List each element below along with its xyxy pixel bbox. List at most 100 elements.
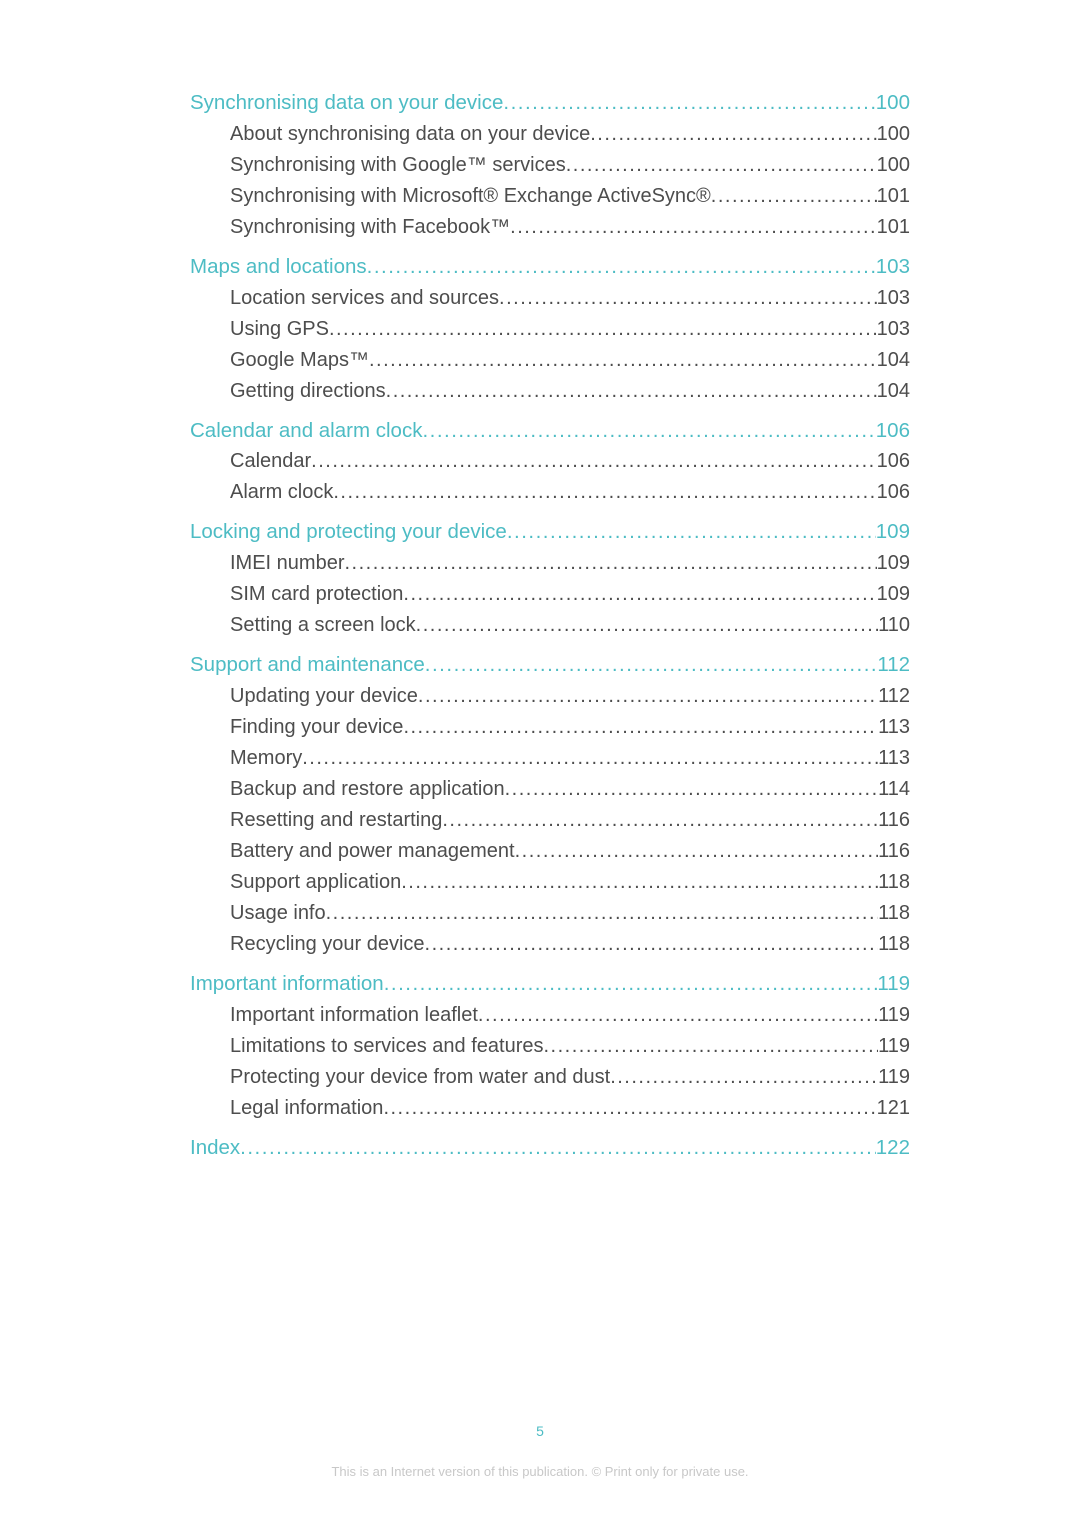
toc-leader-dots: ........................................… xyxy=(442,805,878,836)
toc-section: Synchronising data on your device.......… xyxy=(190,87,910,243)
toc-sub-label: Battery and power management xyxy=(230,836,515,867)
toc-sub-label: Finding your device xyxy=(230,712,403,743)
toc-leader-dots: ........................................… xyxy=(499,283,877,314)
toc-heading-page: 119 xyxy=(877,968,910,1000)
toc-leader-dots: ........................................… xyxy=(403,712,878,743)
toc-sub-line[interactable]: SIM card protection ....................… xyxy=(190,579,910,610)
toc-sub-line[interactable]: Resetting and restarting................… xyxy=(190,805,910,836)
toc-leader-dots: ........................................… xyxy=(403,579,876,610)
toc-leader-dots: ........................................… xyxy=(401,867,878,898)
toc-sub-label: Synchronising with Google™ services xyxy=(230,150,566,181)
toc-sub-line[interactable]: Synchronising with Facebook™............… xyxy=(190,212,910,243)
toc-heading-page: 103 xyxy=(876,251,910,283)
toc-sub-page: 110 xyxy=(878,610,910,641)
toc-sub-line[interactable]: Location services and sources...........… xyxy=(190,283,910,314)
toc-leader-dots: ........................................… xyxy=(425,649,878,681)
toc-sub-page: 103 xyxy=(877,283,910,314)
toc-heading-label: Index xyxy=(190,1132,240,1164)
toc-leader-dots: ........................................… xyxy=(384,968,878,1000)
toc-heading-label: Support and maintenance xyxy=(190,649,425,681)
toc-sub-line[interactable]: Using GPS...............................… xyxy=(190,314,910,345)
toc-sub-line[interactable]: IMEI number.............................… xyxy=(190,548,910,579)
toc-heading-page: 112 xyxy=(877,649,910,681)
toc-leader-dots: ........................................… xyxy=(478,1000,878,1031)
toc-sub-line[interactable]: Synchronising with Google™ services.....… xyxy=(190,150,910,181)
footer-text: This is an Internet version of this publ… xyxy=(0,1464,1080,1479)
toc-sub-page: 109 xyxy=(877,579,910,610)
toc-leader-dots: ........................................… xyxy=(544,1031,879,1062)
toc-sub-line[interactable]: Google Maps™............................… xyxy=(190,345,910,376)
toc-sub-label: Protecting your device from water and du… xyxy=(230,1062,610,1093)
toc-leader-dots: ........................................… xyxy=(422,415,875,447)
toc-heading-line[interactable]: Calendar and alarm clock................… xyxy=(190,415,910,447)
toc-sub-line[interactable]: Setting a screen lock...................… xyxy=(190,610,910,641)
toc-sub-line[interactable]: Battery and power management............… xyxy=(190,836,910,867)
toc-sub-page: 119 xyxy=(878,1062,910,1093)
toc-leader-dots: ........................................… xyxy=(418,681,878,712)
toc-sub-label: Google Maps™ xyxy=(230,345,369,376)
toc-sub-label: Memory xyxy=(230,743,302,774)
document-page: Synchronising data on your device.......… xyxy=(0,0,1080,1527)
toc-sub-line[interactable]: Support application.....................… xyxy=(190,867,910,898)
toc-sub-line[interactable]: Calendar................................… xyxy=(190,446,910,477)
toc-sub-page: 104 xyxy=(877,345,910,376)
toc-section: Calendar and alarm clock................… xyxy=(190,415,910,509)
toc-sub-page: 101 xyxy=(877,181,910,212)
toc-section: Important information...................… xyxy=(190,968,910,1124)
toc-sub-label: Synchronising with Facebook™ xyxy=(230,212,510,243)
toc-heading-line[interactable]: Maps and locations......................… xyxy=(190,251,910,283)
toc-sub-page: 100 xyxy=(877,119,910,150)
toc-sub-line[interactable]: Getting directions......................… xyxy=(190,376,910,407)
toc-heading-page: 106 xyxy=(876,415,910,447)
toc-sub-page: 113 xyxy=(878,712,910,743)
toc-heading-line[interactable]: Locking and protecting your device......… xyxy=(190,516,910,548)
toc-sub-page: 106 xyxy=(877,446,910,477)
page-number: 5 xyxy=(0,1423,1080,1439)
toc-sub-label: Alarm clock xyxy=(230,477,333,508)
toc-leader-dots: ........................................… xyxy=(369,345,877,376)
toc-sub-line[interactable]: Important information leaflet...........… xyxy=(190,1000,910,1031)
toc-leader-dots: ........................................… xyxy=(367,251,876,283)
toc-sub-label: Synchronising with Microsoft® Exchange A… xyxy=(230,181,711,212)
toc-leader-dots: ........................................… xyxy=(302,743,878,774)
toc-sub-page: 109 xyxy=(877,548,910,579)
toc-sub-line[interactable]: About synchronising data on your device.… xyxy=(190,119,910,150)
toc-sub-page: 106 xyxy=(877,477,910,508)
toc-sub-page: 116 xyxy=(878,836,910,867)
toc-heading-label: Locking and protecting your device xyxy=(190,516,507,548)
toc-leader-dots: ........................................… xyxy=(311,446,876,477)
toc-leader-dots: ........................................… xyxy=(566,150,877,181)
toc-leader-dots: ........................................… xyxy=(333,477,876,508)
toc-sub-label: Setting a screen lock xyxy=(230,610,416,641)
toc-heading-line[interactable]: Important information...................… xyxy=(190,968,910,1000)
toc-heading-label: Synchronising data on your device xyxy=(190,87,503,119)
toc-sub-line[interactable]: Memory..................................… xyxy=(190,743,910,774)
toc-heading-line[interactable]: Index...................................… xyxy=(190,1132,910,1164)
toc-sub-page: 118 xyxy=(878,898,910,929)
toc-sub-line[interactable]: Recycling your device...................… xyxy=(190,929,910,960)
toc-sub-label: SIM card protection xyxy=(230,579,403,610)
toc-sub-line[interactable]: Synchronising with Microsoft® Exchange A… xyxy=(190,181,910,212)
toc-sub-line[interactable]: Legal information.......................… xyxy=(190,1093,910,1124)
toc-sub-line[interactable]: Limitations to services and features....… xyxy=(190,1031,910,1062)
toc-leader-dots: ........................................… xyxy=(383,1093,876,1124)
toc-sub-line[interactable]: Protecting your device from water and du… xyxy=(190,1062,910,1093)
toc-leader-dots: ........................................… xyxy=(386,376,877,407)
toc-sub-label: Legal information xyxy=(230,1093,383,1124)
toc-heading-label: Important information xyxy=(190,968,384,1000)
toc-leader-dots: ........................................… xyxy=(515,836,879,867)
toc-leader-dots: ........................................… xyxy=(711,181,877,212)
toc-sub-line[interactable]: Backup and restore application..........… xyxy=(190,774,910,805)
toc-sub-line[interactable]: Usage info..............................… xyxy=(190,898,910,929)
toc-sub-page: 113 xyxy=(878,743,910,774)
toc-sub-line[interactable]: Finding your device.....................… xyxy=(190,712,910,743)
toc-heading-line[interactable]: Support and maintenance.................… xyxy=(190,649,910,681)
toc-leader-dots: ........................................… xyxy=(240,1132,876,1164)
toc-sub-line[interactable]: Updating your device....................… xyxy=(190,681,910,712)
toc-sub-label: Updating your device xyxy=(230,681,418,712)
toc-sub-page: 118 xyxy=(878,867,910,898)
toc-heading-line[interactable]: Synchronising data on your device.......… xyxy=(190,87,910,119)
toc-leader-dots: ........................................… xyxy=(590,119,876,150)
toc-section: Index...................................… xyxy=(190,1132,910,1164)
toc-sub-line[interactable]: Alarm clock.............................… xyxy=(190,477,910,508)
